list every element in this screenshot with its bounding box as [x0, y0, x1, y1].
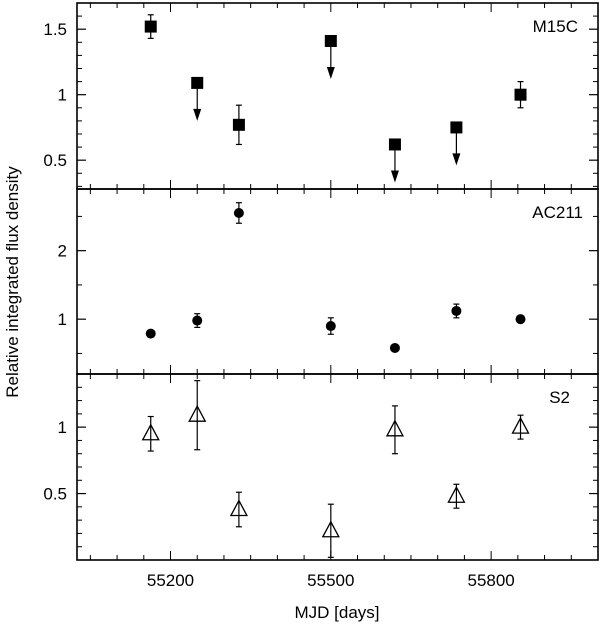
marker-square	[324, 34, 337, 47]
data-point-s2	[229, 491, 248, 528]
data-point-m15c	[232, 104, 245, 146]
marker-circle	[192, 315, 203, 326]
panel-m15c: 0.5 1 1.5	[43, 2, 599, 190]
marker-square	[388, 138, 401, 151]
data-point-s2	[188, 380, 207, 451]
panel-label-ac211: AC211	[532, 203, 583, 222]
x-tick-label: 55800	[467, 571, 514, 590]
marker-circle	[451, 305, 462, 316]
upper-limit-arrowhead	[390, 170, 399, 183]
data-point-m15c	[450, 121, 463, 166]
panel-label-m15c: M15C	[533, 17, 578, 36]
marker-circle	[389, 342, 400, 353]
panel-s2: 0.51	[43, 373, 599, 561]
data-point-m15c	[388, 138, 401, 183]
marker-triangle	[321, 520, 340, 538]
panel-frame-ac211	[76, 188, 599, 375]
marker-triangle	[511, 416, 530, 434]
y-tick-label-m15c: 1.5	[43, 20, 67, 39]
x-tick-label: 55500	[307, 571, 354, 590]
marker-triangle	[385, 419, 405, 437]
data-point-m15c	[514, 80, 527, 109]
x-axis-label: MJD [days]	[294, 603, 379, 622]
data-point-ac211	[451, 303, 462, 319]
marker-circle	[145, 328, 156, 339]
data-point-s2	[447, 483, 466, 509]
data-point-s2	[511, 414, 530, 440]
x-tick-label: 55200	[147, 571, 194, 590]
panel-ac211: 12	[58, 188, 599, 375]
marker-circle	[233, 207, 244, 218]
data-point-ac211	[145, 328, 156, 339]
data-point-m15c	[144, 14, 157, 39]
marker-square	[450, 121, 463, 134]
marker-triangle	[229, 499, 248, 517]
upper-limit-arrowhead	[193, 108, 202, 121]
data-point-m15c	[191, 76, 204, 121]
data-point-m15c	[324, 34, 337, 79]
panel-frame-s2	[76, 373, 599, 561]
data-point-ac211	[389, 342, 400, 353]
marker-square	[191, 76, 204, 89]
marker-triangle	[188, 404, 207, 422]
marker-circle	[325, 321, 336, 332]
data-point-s2	[385, 405, 405, 455]
upper-limit-arrowhead	[452, 153, 461, 166]
data-point-s2	[141, 415, 160, 452]
y-tick-label-ac211: 1	[58, 310, 67, 329]
marker-circle	[515, 314, 526, 325]
y-axis-label: Relative integrated flux density	[3, 166, 22, 398]
marker-square	[514, 88, 527, 101]
data-point-ac211	[233, 202, 244, 224]
y-tick-label-s2: 1	[58, 418, 67, 437]
data-point-ac211	[325, 317, 336, 335]
y-tick-label-m15c: 0.5	[43, 151, 67, 170]
y-tick-label-s2: 0.5	[43, 485, 67, 504]
data-point-s2	[321, 503, 340, 558]
y-tick-label-ac211: 2	[58, 242, 67, 261]
marker-square	[144, 20, 157, 33]
data-point-ac211	[192, 313, 203, 329]
y-tick-label-m15c: 1	[58, 86, 67, 105]
marker-triangle	[141, 423, 160, 441]
data-point-ac211	[515, 314, 526, 325]
marker-triangle	[447, 485, 466, 503]
marker-square	[232, 118, 245, 131]
upper-limit-arrowhead	[326, 66, 335, 79]
panel-label-s2: S2	[549, 388, 570, 407]
